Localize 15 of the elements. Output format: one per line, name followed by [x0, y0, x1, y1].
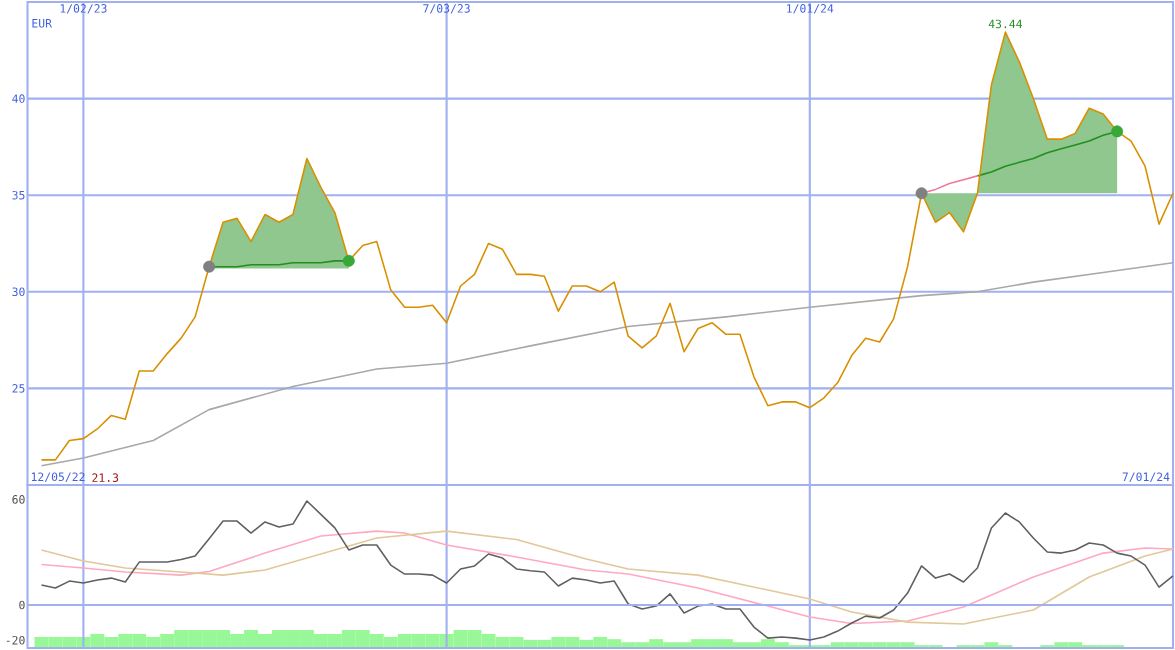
annotation: 7/01/24: [1122, 472, 1170, 482]
x-tick-label: 1/01/24: [787, 4, 834, 14]
y-axis-title: EUR: [32, 19, 52, 28]
annotation: 12/05/22: [31, 472, 85, 482]
y-tick-label: 25: [12, 384, 25, 393]
annotation: 21.3: [92, 473, 119, 482]
x-tick-label: 1/02/23: [60, 4, 107, 14]
y-tick-label: 60: [12, 495, 25, 504]
y-tick-label: -20: [6, 635, 25, 645]
y-tick-label: 35: [12, 190, 25, 200]
x-tick-label: 7/03/23: [423, 4, 470, 14]
y-tick-label: 0: [19, 600, 25, 610]
y-tick-label: 40: [12, 94, 25, 103]
annotation: 43.44: [988, 19, 1022, 29]
y-tick-label: 30: [12, 287, 25, 297]
